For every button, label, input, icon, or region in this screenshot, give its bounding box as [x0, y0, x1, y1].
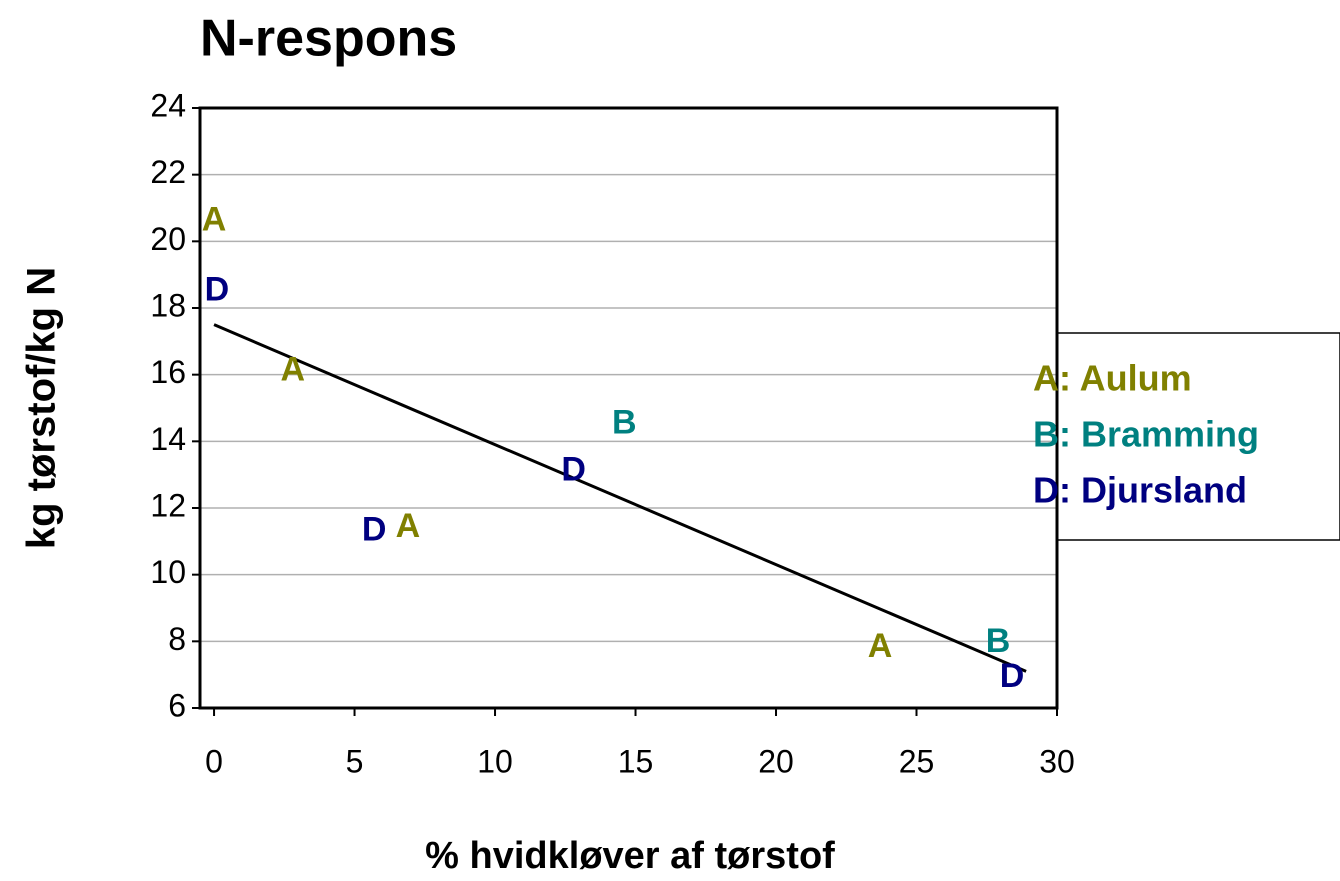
x-tick-label: 30 — [1039, 743, 1075, 779]
y-tick-label: 24 — [150, 87, 186, 123]
trend-line — [213, 323, 1027, 673]
y-tick-label: 8 — [168, 621, 186, 657]
point-marker: D — [205, 270, 230, 308]
y-tick-label: 6 — [168, 687, 186, 723]
legend-entry: B: Bramming — [1033, 414, 1259, 455]
legend-entry: A: Aulum — [1033, 358, 1192, 399]
y-tick-label: 16 — [150, 354, 186, 390]
x-tick-label: 10 — [477, 743, 513, 779]
y-tick-label: 20 — [150, 221, 186, 257]
x-axis-label: % hvidkløver af tørstof — [425, 835, 835, 877]
point-marker: B — [612, 404, 637, 442]
point-marker: D — [1000, 657, 1025, 695]
y-tick-label: 22 — [150, 154, 186, 190]
y-tick-label: 18 — [150, 287, 186, 323]
x-tick-label: 25 — [899, 743, 935, 779]
y-tick-label: 12 — [150, 487, 186, 523]
plot-area — [200, 108, 1057, 708]
x-tick-label: 5 — [346, 743, 364, 779]
x-tick-label: 20 — [758, 743, 794, 779]
y-tick-label: 14 — [150, 421, 186, 457]
point-marker: A — [280, 350, 305, 388]
y-axis-label: kg tørstof/kg N — [20, 267, 64, 549]
chart-title: N-respons — [200, 10, 457, 68]
x-tick-label: 15 — [618, 743, 654, 779]
point-marker: A — [396, 507, 421, 545]
plot-frame — [198, 106, 1059, 710]
x-tick-label: 0 — [205, 743, 223, 779]
legend-entry: D: Djursland — [1033, 470, 1247, 511]
point-marker: A — [868, 627, 893, 665]
point-marker: A — [202, 200, 227, 238]
point-marker: D — [362, 510, 387, 548]
y-tick-label: 10 — [150, 554, 186, 590]
point-marker: D — [561, 450, 586, 488]
point-marker: B — [986, 622, 1011, 660]
